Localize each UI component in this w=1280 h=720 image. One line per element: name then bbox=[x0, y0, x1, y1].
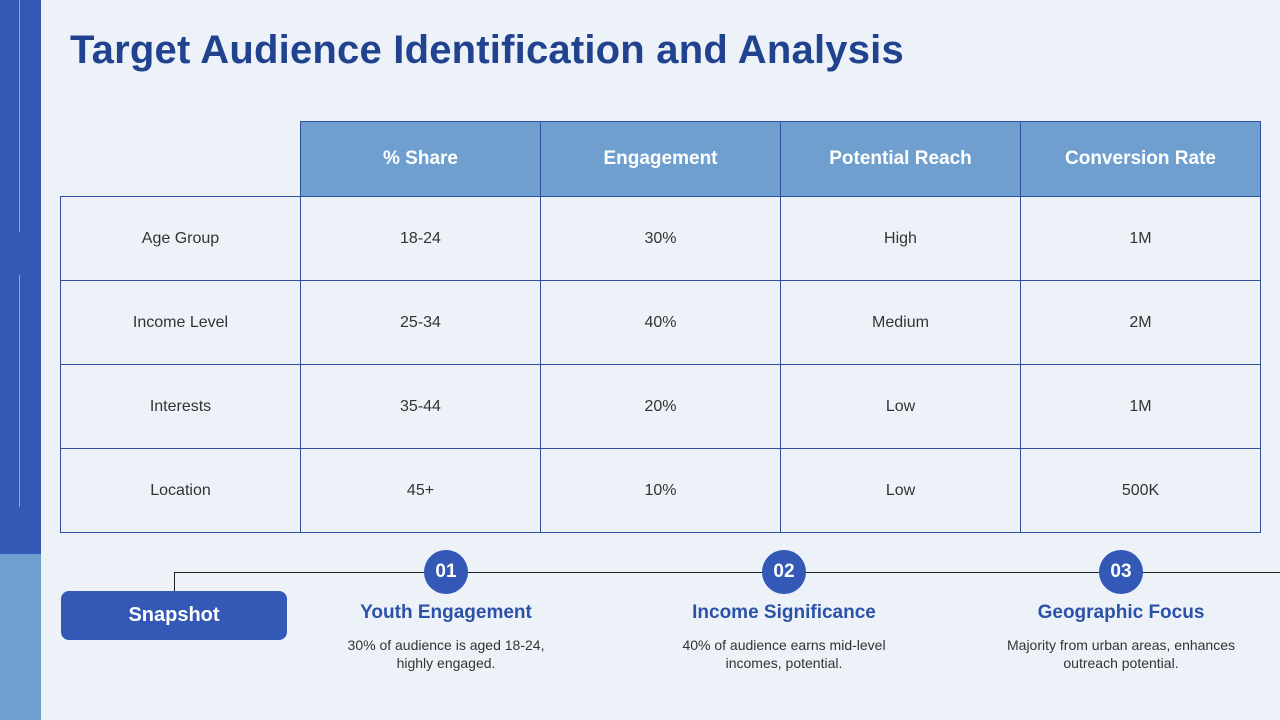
table-cell: Low bbox=[780, 448, 1021, 533]
column-header-potential-reach: Potential Reach bbox=[780, 121, 1021, 197]
table-cell: 45+ bbox=[300, 448, 541, 533]
table-cell: Medium bbox=[780, 280, 1021, 365]
table-row: Age Group 18-24 30% High 1M bbox=[60, 196, 1261, 281]
table-cell: 18-24 bbox=[300, 196, 541, 281]
column-header-conversion-rate: Conversion Rate bbox=[1020, 121, 1261, 197]
table-row: Income Level 25-34 40% Medium 2M bbox=[60, 280, 1261, 365]
step-number-badge: 02 bbox=[762, 550, 806, 594]
table-cell: 1M bbox=[1020, 364, 1261, 449]
step-title: Income Significance bbox=[692, 602, 876, 623]
step-geographic-focus: 03 Geographic Focus Majority from urban … bbox=[971, 550, 1271, 672]
snapshot-button[interactable]: Snapshot bbox=[61, 591, 287, 640]
table-cell: 30% bbox=[540, 196, 781, 281]
left-accent-band-lower bbox=[0, 554, 41, 720]
table-cell: 25-34 bbox=[300, 280, 541, 365]
row-label: Location bbox=[60, 448, 301, 533]
table-cell: 10% bbox=[540, 448, 781, 533]
table-cell: High bbox=[780, 196, 1021, 281]
band-divider-line bbox=[19, 0, 20, 232]
row-label: Age Group bbox=[60, 196, 301, 281]
table-cell: 40% bbox=[540, 280, 781, 365]
table-row: Location 45+ 10% Low 500K bbox=[60, 448, 1261, 533]
step-income-significance: 02 Income Significance 40% of audience e… bbox=[634, 550, 934, 672]
table-cell: Low bbox=[780, 364, 1021, 449]
table-cell: 35-44 bbox=[300, 364, 541, 449]
step-number-badge: 01 bbox=[424, 550, 468, 594]
step-description: Majority from urban areas, enhances outr… bbox=[1007, 637, 1235, 671]
step-title: Youth Engagement bbox=[360, 602, 532, 623]
audience-table: % Share Engagement Potential Reach Conve… bbox=[60, 121, 1261, 533]
step-description: 40% of audience earns mid-level incomes,… bbox=[682, 637, 886, 671]
column-header-share: % Share bbox=[300, 121, 541, 197]
table-cell: 20% bbox=[540, 364, 781, 449]
table-row: Interests 35-44 20% Low 1M bbox=[60, 364, 1261, 449]
step-description: 30% of audience is aged 18-24, highly en… bbox=[347, 637, 545, 671]
table-corner-cell bbox=[60, 121, 301, 197]
timeline-connector bbox=[174, 572, 175, 592]
page-title: Target Audience Identification and Analy… bbox=[70, 28, 904, 72]
band-divider-line bbox=[19, 275, 20, 507]
table-header-row: % Share Engagement Potential Reach Conve… bbox=[60, 121, 1261, 197]
table-cell: 500K bbox=[1020, 448, 1261, 533]
step-title: Geographic Focus bbox=[1037, 602, 1205, 623]
table-cell: 1M bbox=[1020, 196, 1261, 281]
left-accent-band bbox=[0, 0, 41, 554]
step-number-badge: 03 bbox=[1099, 550, 1143, 594]
table-cell: 2M bbox=[1020, 280, 1261, 365]
column-header-engagement: Engagement bbox=[540, 121, 781, 197]
row-label: Interests bbox=[60, 364, 301, 449]
row-label: Income Level bbox=[60, 280, 301, 365]
step-youth-engagement: 01 Youth Engagement 30% of audience is a… bbox=[296, 550, 596, 672]
timeline-line bbox=[174, 572, 1280, 573]
